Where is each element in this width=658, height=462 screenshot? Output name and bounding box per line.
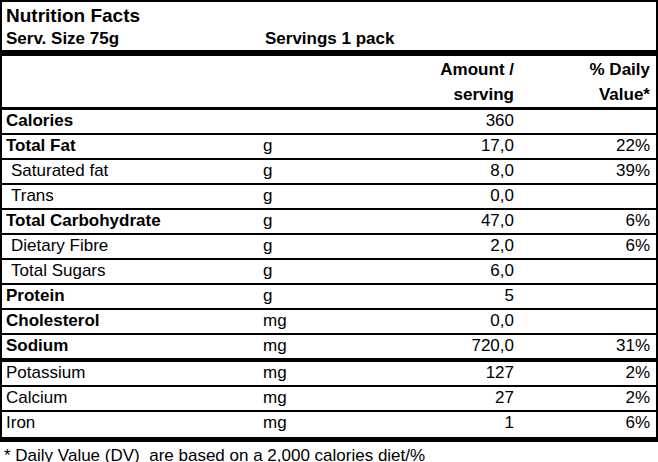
nutrient-daily-value: 6% xyxy=(514,412,656,437)
nutrient-name: Protein xyxy=(6,285,263,308)
nutrient-amount: 27 xyxy=(341,387,514,410)
nutrient-unit: g xyxy=(263,235,341,258)
nutrient-unit: mg xyxy=(263,310,341,333)
nutrient-amount: 5 xyxy=(341,285,514,308)
serving-size: Serv. Size 75g xyxy=(6,28,265,50)
nutrient-name: Calcium xyxy=(6,387,263,410)
nutrient-daily-value: 6% xyxy=(514,210,656,233)
nutrient-amount: 360 xyxy=(341,110,514,133)
nutrient-daily-value: 2% xyxy=(514,387,656,410)
nutrient-name: Total Sugars xyxy=(6,260,263,283)
serving-info-row: Serv. Size 75g Servings 1 pack xyxy=(2,28,656,50)
nutrient-amount: 127 xyxy=(341,362,514,385)
row-trans-fat: Trans g 0,0 xyxy=(2,185,656,210)
daily-value-column-header: % Daily Value* xyxy=(514,56,656,107)
nutrient-name: Saturated fat xyxy=(6,160,263,183)
nutrient-daily-value xyxy=(514,310,656,333)
nutrient-unit: mg xyxy=(263,362,341,385)
nutrient-amount: 8,0 xyxy=(341,160,514,183)
row-calcium: Calcium mg 27 2% xyxy=(2,387,656,412)
nutrient-unit: g xyxy=(263,135,341,158)
nutrient-name: Dietary Fibre xyxy=(6,235,263,258)
nutrient-unit: g xyxy=(263,160,341,183)
nutrient-unit: g xyxy=(263,285,341,308)
row-saturated-fat: Saturated fat g 8,0 39% xyxy=(2,160,656,185)
nutrient-amount: 47,0 xyxy=(341,210,514,233)
nutrient-daily-value: 31% xyxy=(514,335,656,358)
nutrient-name: Cholesterol xyxy=(6,310,263,333)
nutrient-amount: 1 xyxy=(341,412,514,437)
nutrient-amount: 17,0 xyxy=(341,135,514,158)
row-cholesterol: Cholesterol mg 0,0 xyxy=(2,310,656,335)
nutrient-daily-value: 22% xyxy=(514,135,656,158)
nutrition-facts-label: Nutrition Facts Serv. Size 75g Servings … xyxy=(0,0,658,442)
nutrient-amount: 2,0 xyxy=(341,235,514,258)
nutrient-amount: 0,0 xyxy=(341,185,514,208)
row-iron: Iron mg 1 6% xyxy=(2,412,656,437)
nutrient-unit xyxy=(263,110,341,133)
label-title: Nutrition Facts xyxy=(2,2,656,28)
nutrient-unit: mg xyxy=(263,387,341,410)
row-protein: Protein g 5 xyxy=(2,285,656,310)
row-total-fat: Total Fat g 17,0 22% xyxy=(2,135,656,160)
nutrient-amount: 6,0 xyxy=(341,260,514,283)
nutrient-name: Calories xyxy=(6,110,263,133)
nutrient-amount: 0,0 xyxy=(341,310,514,333)
nutrient-daily-value xyxy=(514,185,656,208)
nutrient-unit: g xyxy=(263,260,341,283)
nutrient-daily-value xyxy=(514,285,656,308)
nutrient-daily-value: 6% xyxy=(514,235,656,258)
row-potassium: Potassium mg 127 2% xyxy=(2,362,656,387)
daily-value-footnote: * Daily Value (DV) are based on a 2,000 … xyxy=(0,442,658,462)
nutrient-unit: mg xyxy=(263,335,341,358)
row-total-carbohydrate: Total Carbohydrate g 47,0 6% xyxy=(2,210,656,235)
nutrient-daily-value: 2% xyxy=(514,362,656,385)
amount-column-header: Amount / serving xyxy=(6,56,514,107)
nutrient-name: Trans xyxy=(6,185,263,208)
nutrient-daily-value xyxy=(514,260,656,283)
nutrient-name: Total Fat xyxy=(6,135,263,158)
row-total-sugars: Total Sugars g 6,0 xyxy=(2,260,656,285)
column-header-row: Amount / serving % Daily Value* xyxy=(2,56,656,110)
row-dietary-fibre: Dietary Fibre g 2,0 6% xyxy=(2,235,656,260)
nutrient-daily-value xyxy=(514,110,656,133)
nutrient-daily-value: 39% xyxy=(514,160,656,183)
row-calories: Calories 360 xyxy=(2,110,656,135)
nutrient-name: Total Carbohydrate xyxy=(6,210,263,233)
nutrient-unit: mg xyxy=(263,412,341,437)
nutrient-name: Sodium xyxy=(6,335,263,358)
nutrient-unit: g xyxy=(263,185,341,208)
servings-per-container: Servings 1 pack xyxy=(265,28,656,50)
nutrient-name: Potassium xyxy=(6,362,263,385)
nutrient-amount: 720,0 xyxy=(341,335,514,358)
nutrient-name: Iron xyxy=(6,412,263,437)
nutrient-unit: g xyxy=(263,210,341,233)
row-sodium: Sodium mg 720,0 31% xyxy=(2,335,656,362)
